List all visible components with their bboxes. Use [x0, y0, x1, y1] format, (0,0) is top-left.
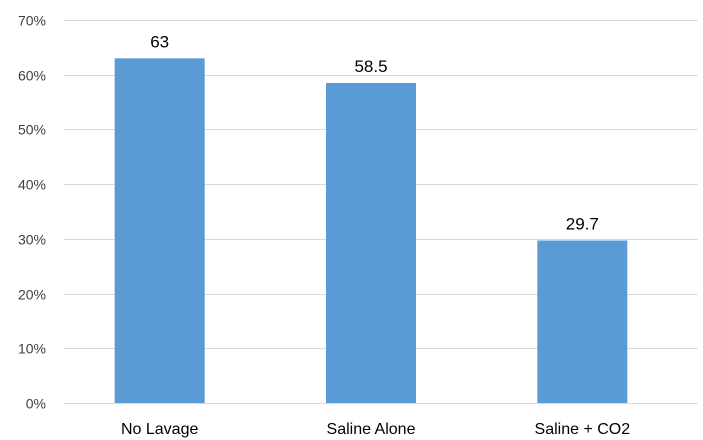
- bar: [537, 240, 628, 403]
- y-tick-label: 20%: [18, 287, 46, 303]
- y-axis-ticks: 0% 10% 20% 30% 40% 50% 60% 70%: [18, 13, 46, 412]
- x-tick-label: Saline Alone: [327, 421, 416, 438]
- y-tick-label: 70%: [18, 13, 46, 29]
- bar: [114, 58, 205, 404]
- data-label: 29.7: [566, 214, 599, 233]
- bars: [114, 58, 628, 404]
- data-label: 63: [150, 32, 169, 51]
- data-labels: 63 58.5 29.7: [150, 32, 599, 233]
- y-tick-label: 30%: [18, 232, 46, 248]
- data-label: 58.5: [354, 57, 387, 76]
- category-labels: No Lavage Saline Alone Saline + CO2: [121, 421, 630, 438]
- bar: [326, 82, 416, 404]
- y-tick-label: 40%: [18, 177, 46, 193]
- y-tick-label: 0%: [26, 396, 46, 412]
- y-tick-label: 50%: [18, 122, 46, 138]
- y-tick-label: 10%: [18, 341, 46, 357]
- x-tick-label: Saline + CO2: [535, 421, 631, 438]
- y-tick-label: 60%: [18, 68, 46, 84]
- x-tick-label: No Lavage: [121, 421, 198, 438]
